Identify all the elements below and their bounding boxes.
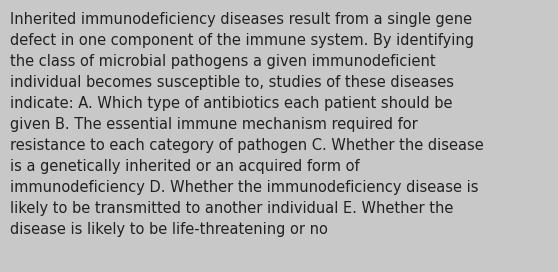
Text: Inherited immunodeficiency diseases result from a single gene
defect in one comp: Inherited immunodeficiency diseases resu… — [10, 12, 484, 237]
